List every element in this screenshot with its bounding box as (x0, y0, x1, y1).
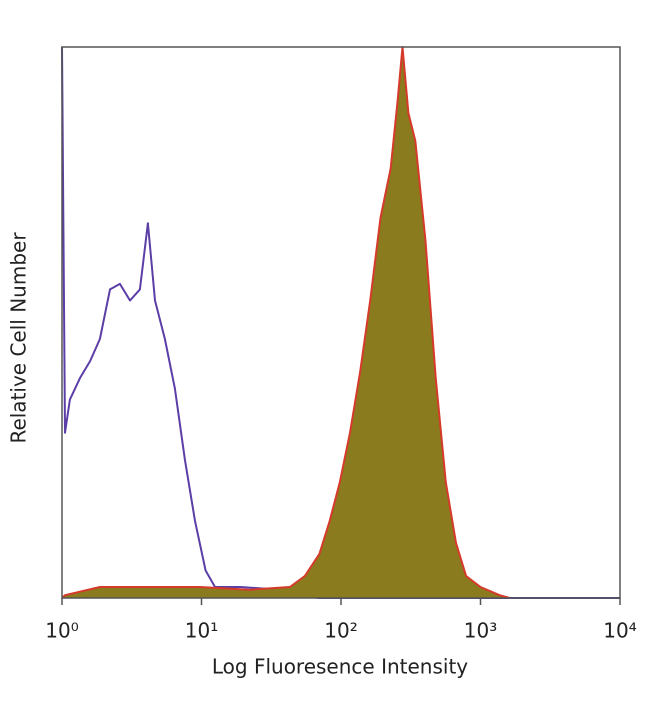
x-axis-label: Log Fluoresence Intensity (212, 655, 468, 679)
line (61, 46, 510, 599)
line (61, 46, 620, 599)
x-tick-label: 10² (324, 619, 357, 643)
x-tick-label: 10⁴ (603, 619, 636, 643)
y-axis-label: Relative Cell Number (7, 232, 31, 444)
area (62, 47, 510, 598)
x-tick-label: 10³ (464, 619, 497, 643)
x-tick-label: 10¹ (185, 619, 218, 643)
x-tick-label: 10⁰ (45, 619, 78, 643)
